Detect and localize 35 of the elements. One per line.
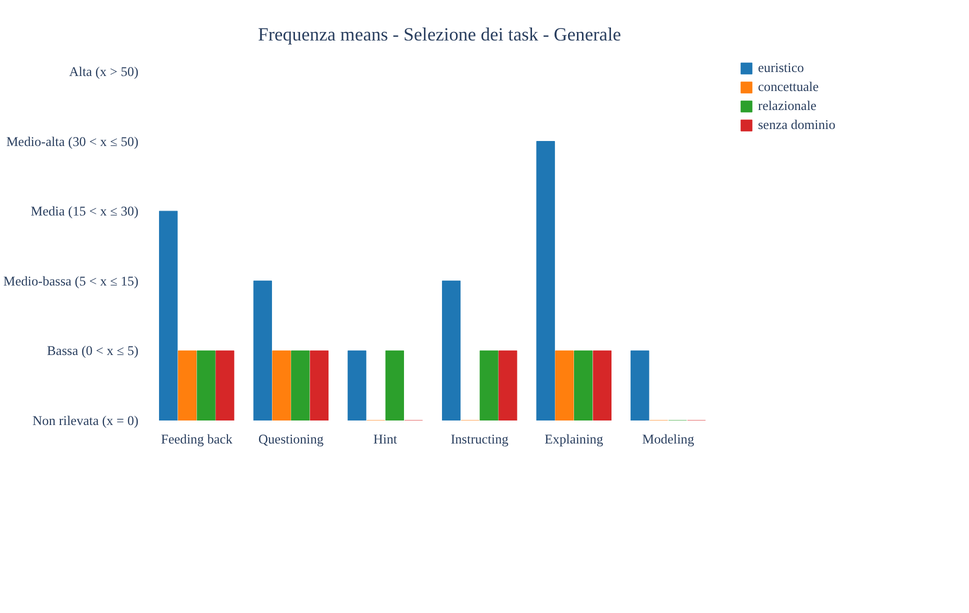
x-tick-label: Feeding back bbox=[160, 432, 233, 446]
x-tick-label: Instructing bbox=[450, 432, 509, 446]
bar bbox=[272, 350, 291, 420]
category-label: Non rilevata (x = 0) bbox=[32, 413, 139, 428]
bar bbox=[555, 350, 574, 420]
category-label: Medio-alta (30 < x ≤ 50) bbox=[6, 134, 139, 149]
chart-title: Frequenza means - Selezione dei task - Generale bbox=[258, 24, 622, 46]
bar bbox=[348, 350, 366, 420]
x-tick-label: Explaining bbox=[544, 432, 604, 446]
bar bbox=[310, 350, 329, 420]
category-label: Medio-bassa (5 < x ≤ 15) bbox=[3, 273, 139, 288]
bar bbox=[536, 141, 555, 420]
legend-label: senza dominio bbox=[758, 117, 836, 133]
bar bbox=[442, 280, 461, 420]
bar bbox=[592, 350, 612, 420]
bar bbox=[498, 350, 518, 420]
category-label: Alta (x > 50) bbox=[69, 64, 139, 79]
legend-label: concettuale bbox=[758, 79, 819, 95]
bar bbox=[159, 210, 178, 420]
bar bbox=[291, 350, 310, 420]
category-label: Bassa (0 < x ≤ 5) bbox=[47, 343, 139, 358]
bar bbox=[196, 350, 216, 420]
x-tick-label: Modeling bbox=[642, 432, 694, 446]
bar bbox=[630, 350, 650, 420]
category-label: Media (15 < x ≤ 30) bbox=[30, 204, 139, 219]
bar bbox=[574, 350, 593, 420]
bar bbox=[253, 280, 272, 420]
x-tick-label: Questioning bbox=[258, 432, 324, 446]
legend-label: euristico bbox=[758, 60, 804, 76]
bar bbox=[480, 350, 498, 420]
legend-label: relazionale bbox=[758, 98, 816, 114]
bar bbox=[178, 350, 197, 420]
bar bbox=[216, 350, 234, 420]
x-tick-label: Hint bbox=[373, 432, 398, 446]
bar bbox=[385, 350, 404, 420]
